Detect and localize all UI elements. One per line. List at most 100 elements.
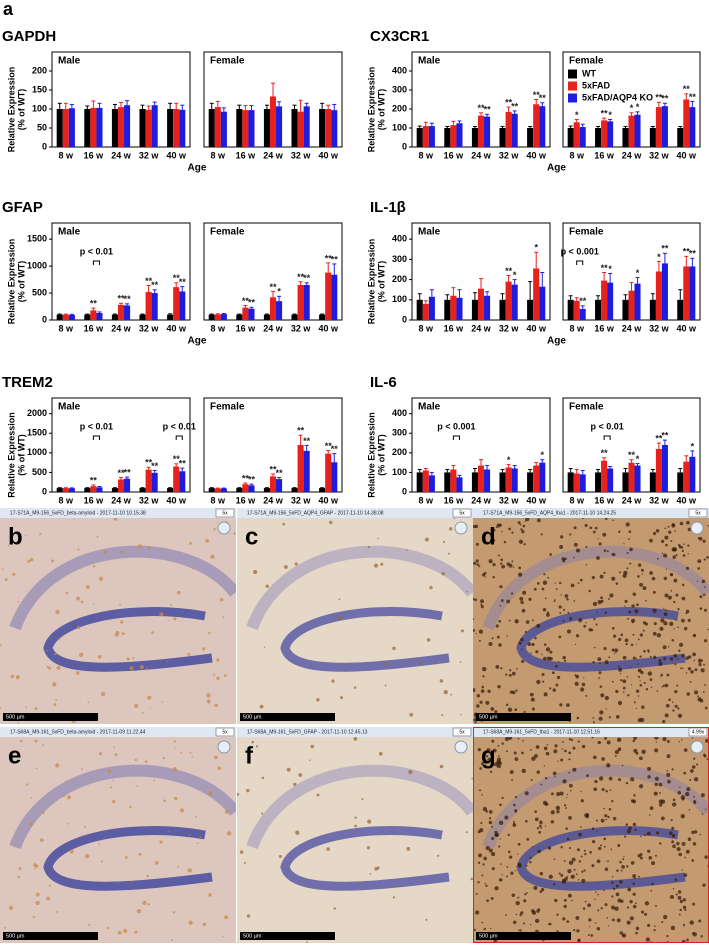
bar — [303, 450, 310, 492]
stain-dot — [618, 665, 620, 668]
stain-dot — [689, 778, 692, 782]
stain-dot — [654, 854, 657, 857]
stain-dot — [548, 922, 552, 926]
stain-dot — [680, 667, 683, 670]
stain-dot — [675, 593, 679, 597]
stain-dot — [501, 874, 503, 876]
error-bar — [540, 102, 545, 107]
stain-dot — [636, 603, 639, 607]
stain-dot — [511, 671, 516, 676]
stain-dot — [556, 810, 560, 814]
stain-dot — [529, 923, 532, 926]
stain-dot — [693, 757, 696, 760]
stain-dot — [515, 913, 518, 916]
stain-dot — [109, 786, 113, 789]
stain-dot — [677, 626, 679, 629]
bar — [90, 310, 97, 320]
stain-dot — [672, 555, 676, 559]
bar — [527, 472, 534, 492]
stain-dot — [521, 530, 525, 534]
significance-star: ** — [505, 266, 513, 276]
stain-dot — [595, 819, 598, 822]
significance-star: * — [657, 252, 661, 262]
stain-dot — [682, 667, 684, 669]
stain-dot — [147, 695, 152, 700]
stain-dot — [519, 523, 522, 526]
stain-dot — [540, 653, 543, 656]
stain-dot — [552, 771, 557, 776]
bar — [269, 297, 277, 320]
error-bar — [684, 93, 689, 100]
bar — [416, 299, 423, 320]
stain-dot — [439, 679, 444, 683]
bar — [567, 299, 574, 320]
stain-dot — [663, 553, 668, 558]
stain-dot — [517, 896, 520, 899]
bar — [416, 128, 423, 147]
stain-dot — [598, 671, 602, 675]
bar — [683, 266, 690, 320]
error-bar — [215, 100, 220, 108]
error-bar — [243, 304, 248, 308]
stain-dot — [649, 655, 652, 658]
error-bar — [506, 275, 511, 282]
bar — [145, 109, 152, 147]
stain-dot — [680, 795, 685, 800]
bar — [595, 299, 602, 320]
stain-dot — [112, 780, 114, 782]
stain-dot — [637, 675, 641, 679]
stain-dot — [481, 794, 483, 796]
stain-dot — [490, 770, 493, 773]
error-bar — [678, 468, 683, 473]
x-tick-label: 16 w — [84, 150, 105, 160]
stain-dot — [649, 538, 653, 543]
stain-dot — [573, 526, 577, 530]
stain-dot — [700, 793, 705, 798]
significance-star: ** — [579, 296, 587, 306]
significance-star: ** — [117, 294, 125, 304]
stain-dot — [565, 827, 568, 830]
significance-star: ** — [689, 249, 697, 259]
stain-dot — [263, 646, 266, 648]
stain-dot — [508, 527, 511, 531]
stain-dot — [478, 565, 481, 568]
x-tick-label: 32 w — [649, 323, 670, 333]
stain-dot — [604, 814, 608, 818]
stain-dot — [251, 740, 255, 744]
stain-dot — [600, 907, 603, 910]
stain-dot — [533, 754, 538, 758]
panel-letter: g — [481, 742, 496, 769]
stain-dot — [655, 831, 660, 835]
stain-dot — [621, 933, 627, 938]
stain-dot — [650, 889, 653, 892]
bar — [117, 479, 125, 492]
y-tick-label: 200 — [32, 65, 47, 75]
bar — [450, 125, 457, 147]
stain-dot — [681, 841, 686, 846]
stain-dot — [85, 585, 90, 590]
error-bar — [451, 465, 456, 470]
stain-dot — [655, 529, 660, 533]
stain-dot — [683, 873, 688, 878]
stain-dot — [629, 916, 634, 921]
stain-dot — [680, 546, 684, 549]
stain-dot — [513, 751, 517, 755]
bar — [248, 308, 255, 320]
stain-dot — [384, 684, 387, 687]
significance-star: ** — [601, 448, 609, 458]
significance-star: ** — [90, 475, 98, 485]
bar — [56, 488, 63, 492]
stain-dot — [486, 899, 490, 903]
bar — [220, 314, 227, 320]
bar — [567, 472, 574, 492]
stain-dot — [479, 767, 482, 770]
stain-dot — [517, 572, 523, 577]
y-tick-label: 0 — [42, 141, 47, 151]
stain-dot — [475, 542, 479, 546]
stain-dot — [693, 801, 697, 804]
stain-dot — [51, 559, 55, 563]
stain-dot — [484, 576, 487, 578]
stain-dot — [519, 596, 524, 601]
stain-dot — [625, 781, 629, 785]
stain-dot — [535, 650, 539, 654]
